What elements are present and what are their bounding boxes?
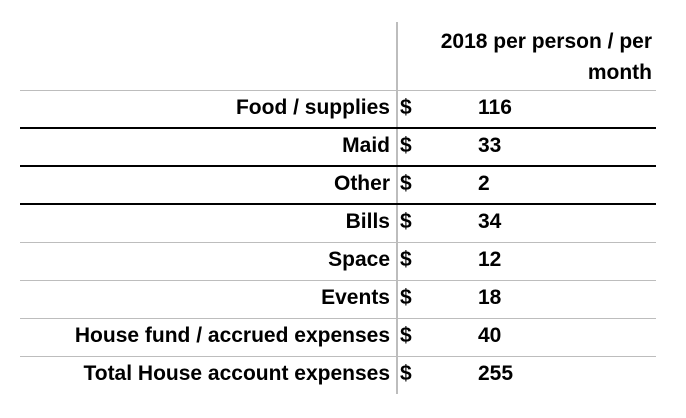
row-label: House fund / accrued expenses — [74, 324, 390, 347]
table-row-total: Total House account expenses $ 255 — [0, 355, 686, 393]
table-row-maid: Maid $ 33 — [0, 127, 686, 165]
row-value: 116 — [478, 96, 512, 119]
row-label: Total House account expenses — [83, 362, 390, 385]
row-label: Food / supplies — [235, 96, 390, 119]
row-label: Bills — [345, 210, 390, 233]
row-currency: $ — [400, 324, 412, 347]
row-divider — [20, 280, 656, 281]
column-header-line-1: 2018 per person / per — [440, 30, 652, 53]
row-currency: $ — [400, 210, 412, 233]
row-value: 40 — [478, 324, 502, 347]
row-currency: $ — [400, 286, 412, 309]
table-row-food-supplies: Food / supplies $ 116 — [0, 89, 686, 127]
table-row-events: Events $ 18 — [0, 279, 686, 317]
row-divider — [20, 127, 656, 129]
column-header-line-2: month — [587, 61, 652, 84]
row-label: Space — [328, 248, 390, 271]
row-currency: $ — [400, 248, 412, 271]
row-divider — [20, 356, 656, 357]
row-currency: $ — [400, 172, 412, 195]
row-value: 12 — [478, 248, 502, 271]
column-divider — [396, 22, 398, 394]
row-divider — [20, 90, 656, 91]
row-currency: $ — [400, 134, 412, 157]
row-value: 33 — [478, 134, 502, 157]
table-row-space: Space $ 12 — [0, 241, 686, 279]
table-row-other: Other $ 2 — [0, 165, 686, 203]
row-divider — [20, 165, 656, 167]
table-row-house-fund: House fund / accrued expenses $ 40 — [0, 317, 686, 355]
row-value: 34 — [478, 210, 502, 233]
row-value: 18 — [478, 286, 502, 309]
row-divider — [20, 318, 656, 319]
column-header: 2018 per person / per month — [398, 26, 652, 88]
row-value: 255 — [478, 362, 514, 385]
row-label: Events — [321, 286, 390, 309]
row-divider — [20, 242, 656, 243]
row-currency: $ — [400, 362, 412, 385]
table-row-bills: Bills $ 34 — [0, 203, 686, 241]
row-value: 2 — [478, 172, 490, 195]
row-label: Other — [333, 172, 390, 195]
row-divider — [20, 203, 656, 205]
row-currency: $ — [400, 96, 412, 119]
row-label: Maid — [342, 134, 390, 157]
